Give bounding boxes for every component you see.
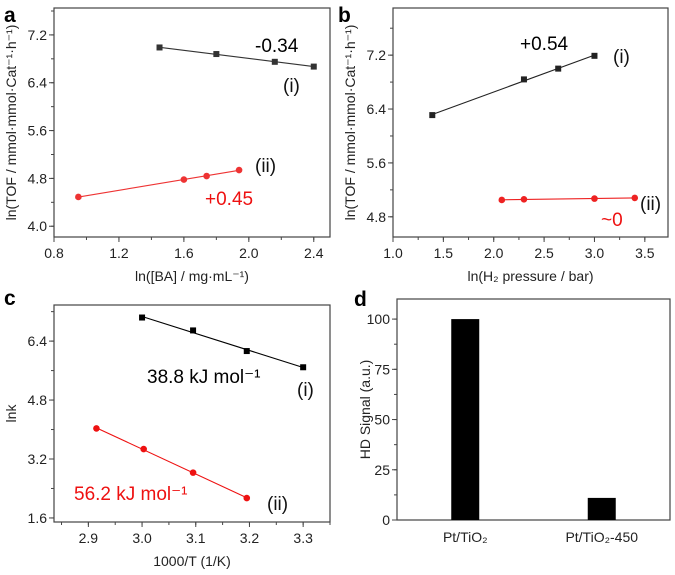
data-point: [75, 193, 82, 201]
y-tick-label: 4.8: [28, 170, 48, 186]
y-tick-label: 50: [374, 412, 390, 428]
slope-annotation: 38.8 kJ mol⁻¹: [147, 367, 261, 388]
y-axis-label: HD Signal (a.u.): [357, 360, 373, 460]
series-label: (i): [613, 47, 630, 68]
y-tick-label: 100: [367, 311, 391, 327]
x-tick-label: 3.0: [132, 530, 152, 546]
data-point: [591, 195, 598, 202]
data-point: [180, 176, 188, 183]
x-tick-label: 2.0: [239, 245, 259, 261]
data-point: [520, 76, 527, 83]
series-label: (ii): [267, 494, 288, 515]
y-tick-label: 25: [374, 462, 390, 478]
series-label: (ii): [640, 194, 661, 215]
data-point: [213, 51, 220, 58]
y-tick-label: 6.4: [28, 75, 48, 91]
y-axis-label: ln(TOF / mmol·mmol·Cat⁻¹·h⁻¹): [3, 25, 19, 221]
y-tick-label: 1.6: [28, 510, 48, 526]
y-tick-label: 6.4: [28, 333, 48, 349]
data-point: [190, 327, 197, 334]
plot-frame: [392, 7, 669, 238]
x-tick-label: 1.6: [174, 245, 194, 261]
fit-line-ii: [78, 169, 240, 198]
category-label: Pt/TiO₂-450: [565, 529, 638, 545]
x-tick-label: 2.5: [534, 245, 554, 261]
x-tick-label: 3.0: [585, 245, 605, 261]
y-tick-label: 0: [382, 512, 390, 528]
panel-letter: c: [4, 287, 16, 310]
data-point: [300, 364, 307, 371]
data-point: [271, 58, 278, 65]
plot-frame: [53, 7, 331, 238]
series-label: (i): [297, 380, 314, 401]
panel-letter: b: [338, 4, 351, 27]
data-point: [139, 314, 146, 321]
panel-letter: a: [4, 4, 16, 27]
category-label: Pt/TiO₂: [443, 529, 488, 545]
x-tick-label: 3.1: [186, 530, 206, 546]
panel-d: 0 25 50 75 100 HD Signal (a.u.) d Pt/TiO₂ Pt/TiO…: [354, 288, 671, 545]
y-tick-label: 3.2: [28, 451, 48, 467]
y-tick-label: 4.8: [28, 392, 48, 408]
data-point: [429, 112, 436, 119]
y-tick-label: 6.4: [367, 101, 387, 117]
y-tick-label: 5.6: [367, 155, 387, 171]
data-point: [555, 65, 562, 72]
slope-annotation: ~0: [601, 210, 623, 231]
fit-line-i: [159, 46, 314, 68]
data-point: [189, 469, 197, 476]
data-point: [310, 63, 317, 70]
data-point: [631, 194, 639, 202]
y-tick-label: 75: [374, 361, 390, 377]
x-tick-label: 2.0: [484, 245, 504, 261]
data-point: [591, 52, 598, 59]
x-axis-label: 1000/T (1/K): [153, 553, 231, 569]
data-point: [243, 348, 250, 355]
x-tick-label: 3.2: [240, 530, 260, 546]
fit-line-ii: [96, 427, 248, 499]
x-tick-label: 3.5: [635, 245, 655, 261]
fit-line-i: [141, 315, 304, 369]
y-tick-label: 7.2: [367, 47, 387, 63]
data-point: [156, 44, 163, 51]
data-point: [140, 445, 147, 453]
panel-a: 4.0 4.8 5.6 6.4 7.2 0.8 1.2 1.6 2.0 2.4 ln([BA] / …: [3, 4, 331, 284]
x-tick-label: 3.3: [293, 530, 313, 546]
data-point: [243, 494, 251, 502]
x-tick-label: 1.5: [434, 245, 454, 261]
y-axis-label: lnk: [3, 404, 19, 423]
x-tick-label: 2.9: [79, 530, 99, 546]
y-tick-label: 7.2: [28, 27, 48, 43]
x-tick-label: 0.8: [44, 245, 64, 261]
x-tick-label: 1.0: [383, 245, 403, 261]
slope-annotation: +0.54: [520, 34, 569, 55]
x-tick-label: 2.4: [304, 245, 324, 261]
bar: [587, 497, 616, 520]
y-axis-label: ln(TOF / mmol·mmol·Cat⁻¹·h⁻¹): [342, 25, 358, 221]
data-point: [93, 425, 100, 432]
plot-frame: [396, 298, 671, 521]
slope-annotation: 56.2 kJ mol⁻¹: [74, 484, 188, 505]
data-point: [203, 172, 210, 180]
x-axis-label: ln(H₂ pressure / bar): [467, 268, 593, 284]
data-point: [498, 196, 506, 204]
panel-b: 4.8 5.6 6.4 7.2 1.0 1.5 2.0 2.5 3.0 3.5 ln(H₂ pres…: [338, 4, 669, 284]
x-axis-label: ln([BA] / mg·mL⁻¹): [135, 268, 249, 284]
y-tick-label: 4.0: [28, 218, 48, 234]
fit-line-i: [432, 54, 595, 115]
y-tick-label: 4.8: [367, 209, 387, 225]
slope-annotation: +0.45: [205, 189, 253, 210]
y-tick-label: 5.6: [28, 123, 48, 139]
plot-frame: [53, 304, 331, 523]
panel-letter: d: [354, 288, 367, 311]
slope-annotation: -0.34: [255, 36, 299, 57]
bar: [451, 319, 480, 520]
x-tick-label: 1.2: [109, 245, 129, 261]
panel-c: 1.6 3.2 4.8 6.4 2.9 3.0 3.1 3.2 3.3 1000/T (1/K) l…: [3, 287, 331, 569]
series-label: (ii): [255, 156, 276, 177]
data-point: [235, 166, 243, 174]
data-point: [520, 195, 528, 203]
series-label: (i): [283, 76, 300, 97]
